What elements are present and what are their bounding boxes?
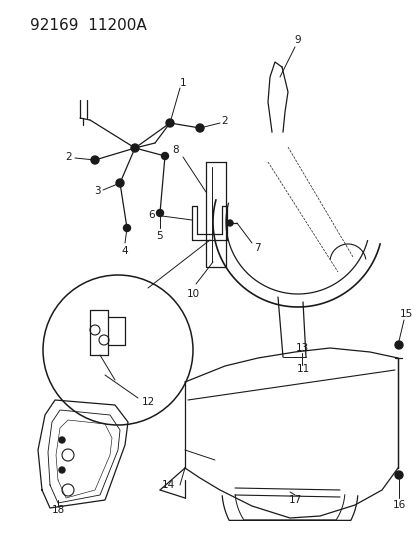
Text: 11: 11: [296, 364, 309, 374]
Circle shape: [161, 152, 168, 159]
Text: 5: 5: [156, 231, 163, 241]
Circle shape: [123, 224, 130, 231]
Text: 12: 12: [141, 397, 154, 407]
Text: 1: 1: [179, 78, 186, 88]
Text: 16: 16: [392, 500, 405, 510]
Circle shape: [166, 119, 173, 127]
Text: 10: 10: [186, 289, 199, 299]
Text: 3: 3: [93, 186, 100, 196]
Circle shape: [116, 179, 124, 187]
Text: 4: 4: [121, 246, 128, 256]
Text: 17: 17: [288, 495, 301, 505]
Text: 15: 15: [399, 309, 412, 319]
Circle shape: [394, 341, 402, 349]
Text: 14: 14: [161, 480, 174, 490]
Circle shape: [59, 437, 65, 443]
Text: 13: 13: [294, 343, 308, 353]
Circle shape: [195, 124, 204, 132]
Text: 2: 2: [66, 152, 72, 162]
Circle shape: [156, 209, 163, 216]
Circle shape: [226, 220, 233, 226]
Circle shape: [59, 467, 65, 473]
Text: 92169  11200A: 92169 11200A: [30, 18, 146, 33]
Text: 8: 8: [172, 145, 179, 155]
Circle shape: [91, 156, 99, 164]
Circle shape: [131, 144, 139, 152]
Text: 18: 18: [51, 505, 64, 515]
Text: 2: 2: [221, 116, 228, 126]
Circle shape: [394, 471, 402, 479]
Text: 6: 6: [148, 210, 155, 220]
Text: 9: 9: [294, 35, 301, 45]
Text: 7: 7: [253, 243, 260, 253]
